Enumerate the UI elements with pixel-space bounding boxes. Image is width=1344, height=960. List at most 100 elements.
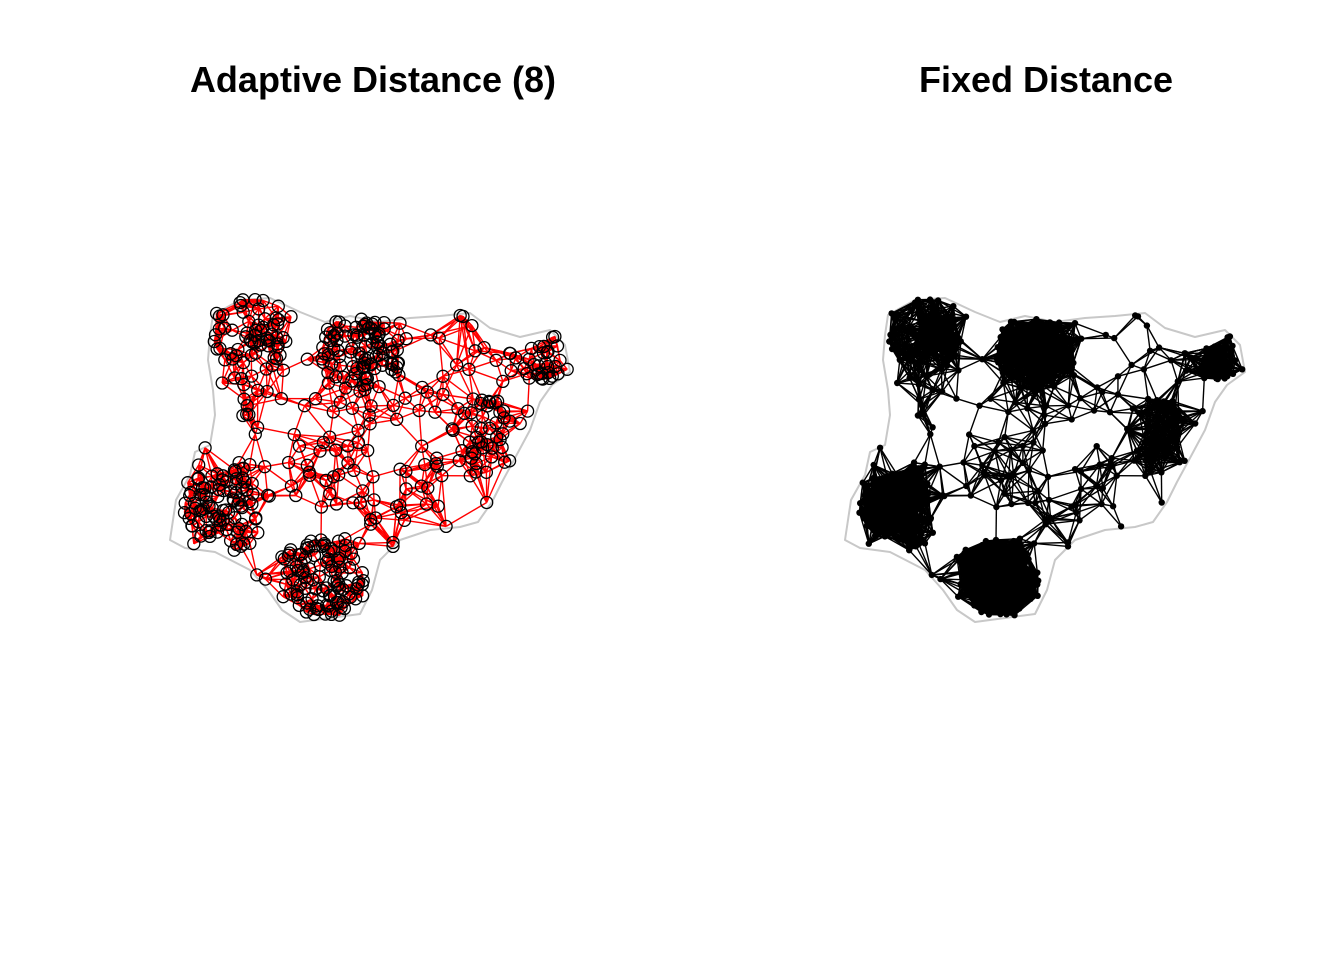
area-centroid — [325, 559, 339, 574]
neighbour-link — [471, 425, 480, 443]
area-centroid — [319, 473, 333, 488]
neighbour-link — [917, 415, 931, 435]
area-centroid — [234, 298, 248, 313]
area-centroid — [513, 416, 527, 431]
neighbour-link — [495, 410, 505, 424]
area-centroid — [430, 451, 444, 465]
area-centroid — [389, 499, 404, 514]
area-centroid — [368, 511, 383, 525]
area-centroid — [223, 534, 238, 548]
area-centroid — [316, 340, 330, 354]
area-centroid — [232, 493, 246, 507]
neighbour-link — [474, 350, 497, 361]
area-centroid — [204, 480, 218, 494]
area-centroid — [218, 321, 232, 335]
area-centroid — [249, 323, 263, 337]
neighbour-link — [968, 405, 981, 435]
neighbour-link — [315, 398, 341, 403]
neighbour-link — [469, 475, 488, 503]
area-centroid — [385, 345, 399, 359]
neighbour-link — [455, 316, 464, 365]
neighbour-link — [468, 359, 497, 370]
neighbour-link — [288, 445, 300, 463]
area-centroid — [209, 306, 224, 321]
neighbour-link — [1032, 414, 1045, 443]
area-centroid — [372, 379, 386, 394]
neighbour-link — [242, 352, 257, 364]
neighbour-link — [266, 365, 273, 392]
neighbour-link — [896, 382, 920, 400]
neighbour-link — [394, 371, 406, 399]
area-centroid — [429, 456, 443, 471]
neighbour-link — [404, 519, 447, 528]
neighbour-link — [367, 423, 371, 451]
neighbour-link — [406, 337, 440, 340]
neighbour-link — [1045, 405, 1073, 421]
neighbour-link — [339, 390, 361, 403]
area-centroid — [300, 352, 314, 366]
area-centroid — [480, 495, 494, 510]
area-centroid — [259, 362, 273, 376]
neighbour-link — [352, 558, 363, 574]
area-centroid — [284, 479, 299, 493]
area-centroid — [243, 457, 257, 472]
neighbour-link — [264, 466, 292, 487]
neighbour-link — [329, 411, 334, 438]
neighbour-link — [471, 415, 484, 427]
neighbour-link — [327, 540, 340, 553]
area-centroid — [231, 342, 245, 357]
area-centroid — [414, 479, 429, 493]
area-centroid — [420, 385, 434, 399]
area-centroid — [393, 316, 407, 330]
area-centroid — [351, 578, 365, 592]
neighbour-link — [283, 358, 308, 371]
neighbour-link — [280, 370, 285, 399]
fixed-distance-panel: Fixed Distance — [672, 0, 1344, 960]
neighbour-link — [336, 502, 354, 505]
neighbour-link — [434, 411, 465, 415]
neighbour-link — [266, 369, 284, 392]
area-centroid — [489, 353, 503, 367]
neighbour-link — [941, 369, 959, 392]
area-centroid — [318, 607, 333, 621]
neighbour-link — [393, 404, 420, 412]
neighbour-link — [1071, 409, 1095, 421]
neighbour-link — [994, 450, 1015, 476]
neighbour-link — [399, 485, 422, 506]
neighbour-link — [237, 349, 245, 363]
neighbour-link — [1093, 391, 1103, 411]
area-centroid — [474, 396, 488, 411]
area-centroid — [361, 351, 376, 366]
neighbour-link — [319, 551, 329, 566]
neighbour-link — [456, 347, 485, 366]
neighbour-link — [242, 299, 250, 322]
neighbour-link — [357, 423, 371, 432]
neighbour-link — [221, 358, 234, 384]
area-centroid — [345, 374, 359, 388]
area-centroid — [293, 578, 308, 592]
area-centroid — [295, 565, 310, 580]
area-centroid — [331, 343, 345, 358]
area-centroid — [509, 351, 523, 365]
area-centroid — [324, 607, 339, 622]
neighbour-link — [352, 502, 376, 519]
neighbour-link — [369, 404, 394, 425]
area-centroid — [308, 392, 323, 406]
neighbour-link — [265, 354, 281, 370]
area-centroid — [343, 590, 358, 604]
neighbour-link — [370, 386, 380, 407]
area-centroid — [362, 408, 376, 422]
area-centroid — [338, 544, 352, 559]
neighbour-link — [421, 446, 426, 465]
neighbour-link — [436, 458, 443, 476]
area-centroid — [250, 568, 264, 582]
area-centroid — [439, 519, 453, 534]
neighbour-link — [526, 378, 530, 412]
neighbour-link — [1044, 414, 1072, 421]
neighbour-link — [352, 499, 375, 504]
neighbour-link — [329, 429, 359, 438]
neighbour-link — [437, 475, 443, 507]
neighbour-link — [254, 434, 266, 467]
neighbour-link — [329, 436, 349, 447]
area-centroid — [372, 327, 386, 341]
